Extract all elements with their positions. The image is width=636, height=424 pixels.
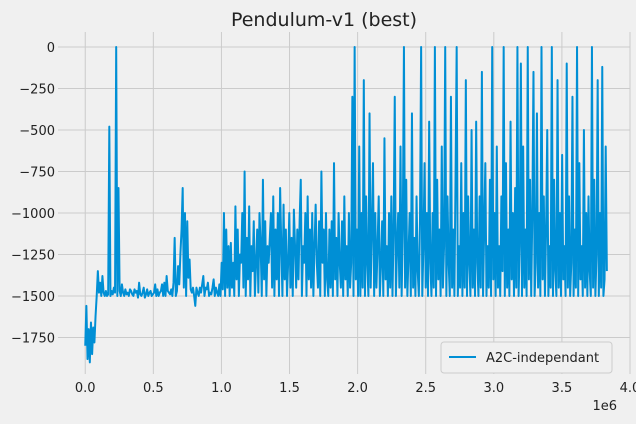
- x-tick-label: 4.0: [620, 381, 636, 396]
- chart-title: Pendulum-v1 (best): [231, 9, 417, 31]
- y-tick-label: −1500: [11, 290, 55, 305]
- x-tick-label: 2.0: [347, 381, 368, 396]
- y-tick-label: 0: [47, 41, 55, 56]
- series-layer: [84, 45, 608, 364]
- x-tick-label: 3.0: [483, 381, 504, 396]
- y-tick-label: −1000: [11, 207, 55, 222]
- x-tick-label: 0.0: [75, 381, 96, 396]
- y-tick-label: −1750: [11, 331, 55, 346]
- y-tick-label: −500: [19, 124, 55, 139]
- series-line-a2c-independant: [84, 45, 608, 364]
- x-tick-label: 2.5: [415, 381, 436, 396]
- y-tick-label: −1250: [11, 248, 55, 263]
- tick-labels: 0.0 0.5 1.0 1.5 2.0 2.5 3.0 3.5 4.0 0 −250 −500 −750…: [11, 41, 636, 396]
- x-tick-label: 1.0: [211, 381, 232, 396]
- x-tick-label: 1.5: [279, 381, 300, 396]
- x-axis-offset-label: 1e6: [592, 399, 617, 414]
- x-tick-label: 3.5: [552, 381, 573, 396]
- legend-label: A2C-independant: [486, 351, 599, 366]
- y-tick-label: −750: [19, 165, 55, 180]
- legend: A2C-independant: [440, 341, 613, 374]
- x-tick-label: 0.5: [143, 381, 164, 396]
- y-tick-label: −250: [19, 82, 55, 97]
- legend-box: [440, 341, 613, 374]
